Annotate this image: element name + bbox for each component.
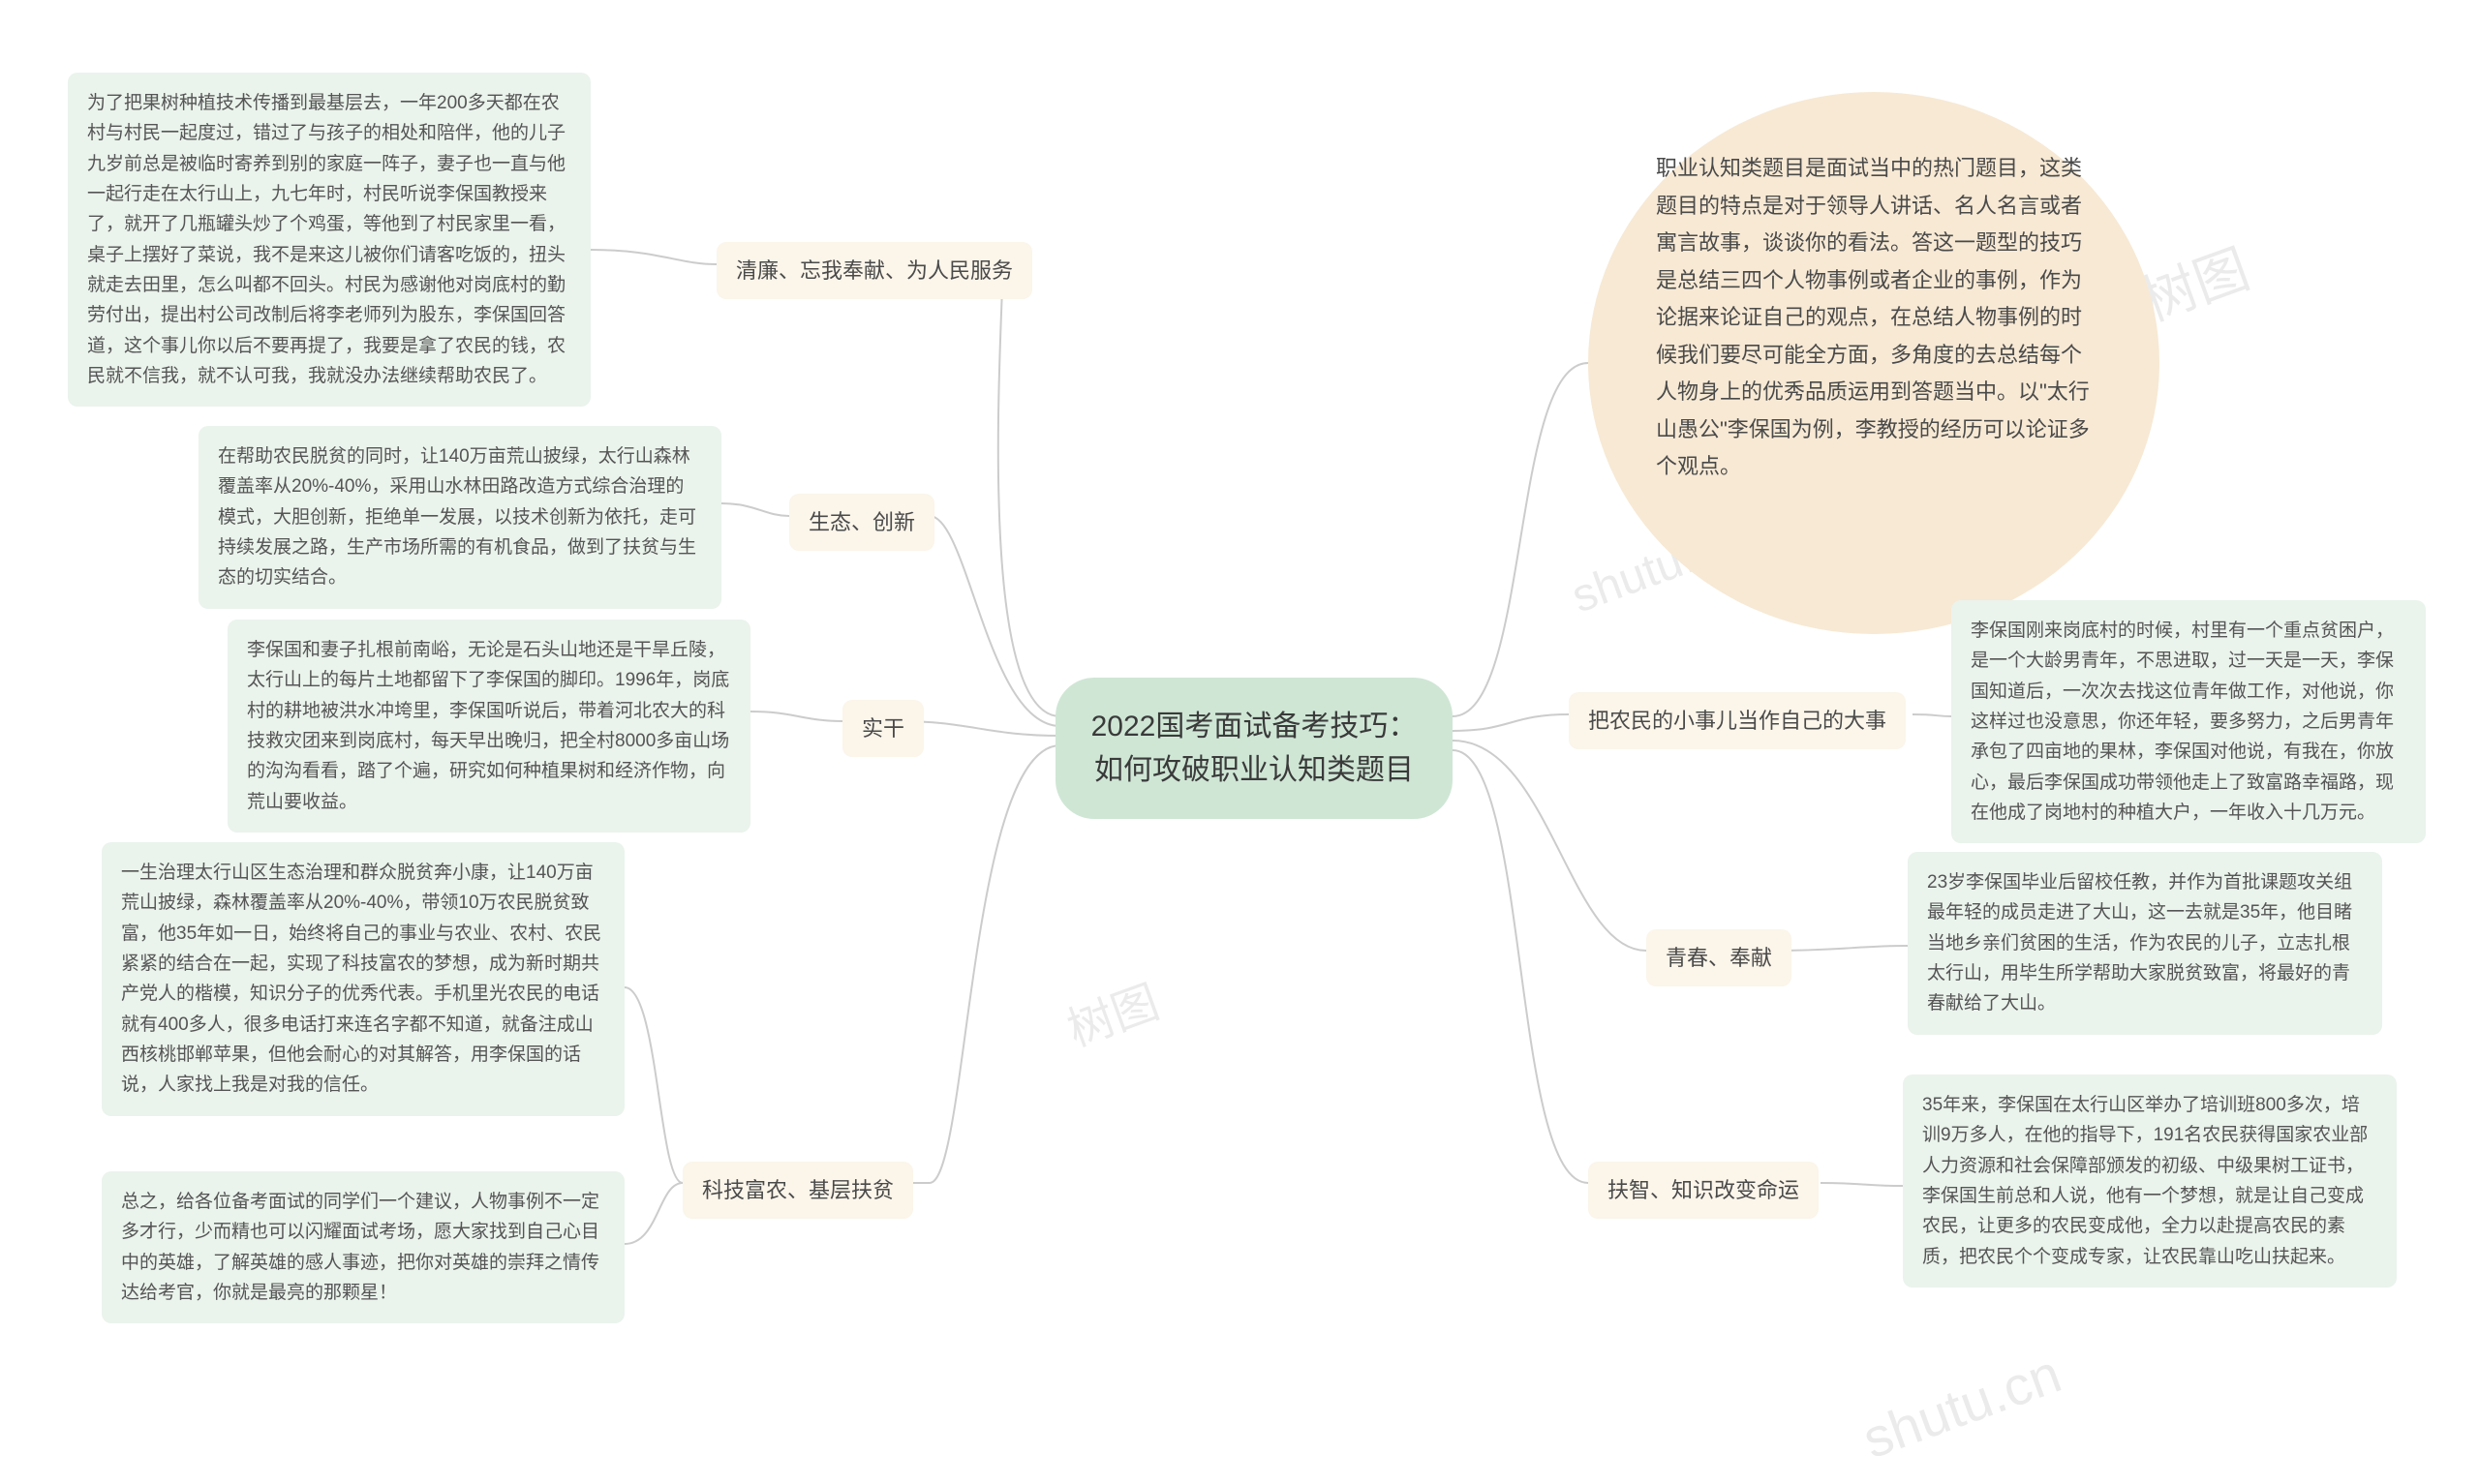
leaf-right-1-1: 李保国刚来岗底村的时候，村里有一个重点贫困户，是一个大龄男青年，不思进取，过一天… bbox=[1951, 600, 2426, 843]
intro-node: 职业认知类题目是面试当中的热门题目，这类题目的特点是对于领导人讲话、名人名言或者… bbox=[1588, 92, 2159, 634]
leaf-right-3-1: 35年来，李保国在太行山区举办了培训班800多次，培训9万多人，在他的指导下，1… bbox=[1903, 1075, 2397, 1287]
branch-right-2: 青春、奉献 bbox=[1646, 929, 1791, 986]
branch-right-3: 扶智、知识改变命运 bbox=[1588, 1162, 1819, 1219]
intro-text: 职业认知类题目是面试当中的热门题目，这类题目的特点是对于领导人讲话、名人名言或者… bbox=[1656, 150, 2092, 486]
branch-right-1: 把农民的小事儿当作自己的大事 bbox=[1569, 692, 1906, 749]
center-node: 2022国考面试备考技巧： 如何攻破职业认知类题目 bbox=[1056, 678, 1453, 819]
leaf-left-4-1: 一生治理太行山区生态治理和群众脱贫奔小康，让140万亩荒山披绿，森林覆盖率从20… bbox=[102, 842, 625, 1116]
center-title-line2: 如何攻破职业认知类题目 bbox=[1090, 748, 1418, 792]
branch-left-2: 生态、创新 bbox=[789, 494, 934, 551]
center-title-line1: 2022国考面试备考技巧： bbox=[1090, 705, 1418, 748]
leaf-right-2-1: 23岁李保国毕业后留校任教，并作为首批课题攻关组最年轻的成员走进了大山，这一去就… bbox=[1908, 852, 2382, 1035]
leaf-left-1-1: 为了把果树种植技术传播到最基层去，一年200多天都在农村与村民一起度过，错过了与… bbox=[68, 73, 591, 407]
branch-left-4: 科技富农、基层扶贫 bbox=[683, 1162, 913, 1219]
watermark: shutu.cn bbox=[1854, 1342, 2068, 1470]
branch-left-3: 实干 bbox=[842, 700, 924, 757]
watermark: 树图 bbox=[1056, 964, 1167, 1060]
branch-left-1: 清廉、忘我奉献、为人民服务 bbox=[717, 242, 1032, 299]
leaf-left-3-1: 李保国和妻子扎根前南峪，无论是石头山地还是干旱丘陵，太行山上的每片土地都留下了李… bbox=[228, 620, 750, 833]
leaf-left-4-2: 总之，给各位备考面试的同学们一个建议，人物事例不一定多才行，少而精也可以闪耀面试… bbox=[102, 1171, 625, 1323]
leaf-left-2-1: 在帮助农民脱贫的同时，让140万亩荒山披绿，太行山森林覆盖率从20%-40%，采… bbox=[199, 426, 721, 609]
